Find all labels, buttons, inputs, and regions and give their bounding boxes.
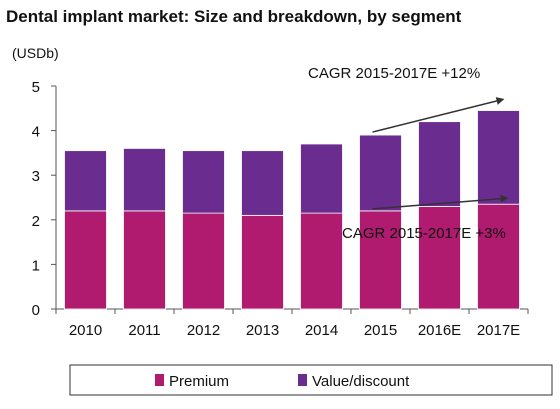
bars [64, 110, 520, 310]
bar-premium-2011 [123, 210, 166, 310]
bar-value-discount-2013 [241, 150, 284, 216]
bar-premium-2015 [359, 210, 402, 310]
y-tick-label: 4 [32, 124, 40, 141]
x-tick-label: 2017E [477, 322, 520, 339]
x-tick-label: 2016E [418, 322, 461, 339]
bar-premium-2013 [241, 214, 284, 310]
bar-value-discount-2011 [123, 148, 166, 212]
y-tick-label: 1 [32, 257, 40, 274]
y-tick-label: 5 [32, 79, 40, 96]
axes: 0 1 2 3 4 5 2010 2011 2012 2013 2014 2015 2016E 2017E [32, 79, 529, 339]
bar-premium-2012 [182, 212, 225, 310]
bar-premium-2014 [300, 212, 343, 310]
cagr-total-arrow [372, 97, 505, 133]
x-tick-label: 2014 [305, 322, 338, 339]
cagr-total-label: CAGR 2015-2017E +12% [308, 65, 480, 82]
legend-label: Value/discount [312, 373, 410, 390]
legend-label: Premium [169, 373, 229, 390]
chart-title: Dental implant market: Size and breakdow… [6, 7, 462, 26]
annotations: CAGR 2015-2017E +12% CAGR 2015-2017E +3% [308, 65, 509, 242]
x-tick-label: 2012 [187, 322, 220, 339]
cagr-premium-arrow [372, 194, 509, 210]
cagr-premium-label: CAGR 2015-2017E +3% [342, 225, 506, 242]
x-tick-label: 2013 [246, 322, 279, 339]
bar-value-discount-2017e [477, 110, 520, 205]
legend-box [69, 364, 553, 396]
x-tick-label: 2011 [128, 322, 160, 339]
bar-value-discount-2010 [64, 150, 107, 212]
y-tick-label: 0 [32, 302, 40, 319]
bar-value-discount-2016e [418, 121, 461, 207]
bar-premium-2016e [418, 206, 461, 310]
y-axis-label: (USDb) [12, 45, 59, 61]
bar-premium-2017e [477, 203, 520, 310]
legend-swatch-premium [155, 374, 164, 386]
y-tick-label: 3 [32, 168, 40, 185]
bar-premium-2010 [64, 210, 107, 310]
x-tick-label: 2015 [364, 322, 397, 339]
bar-value-discount-2012 [182, 150, 225, 214]
y-tick-label: 2 [32, 213, 40, 230]
bar-value-discount-2014 [300, 143, 343, 214]
bar-value-discount-2015 [359, 134, 402, 212]
legend: Premium Value/discount [69, 364, 553, 396]
x-tick-label: 2010 [69, 322, 102, 339]
legend-swatch-value-discount [298, 374, 307, 386]
